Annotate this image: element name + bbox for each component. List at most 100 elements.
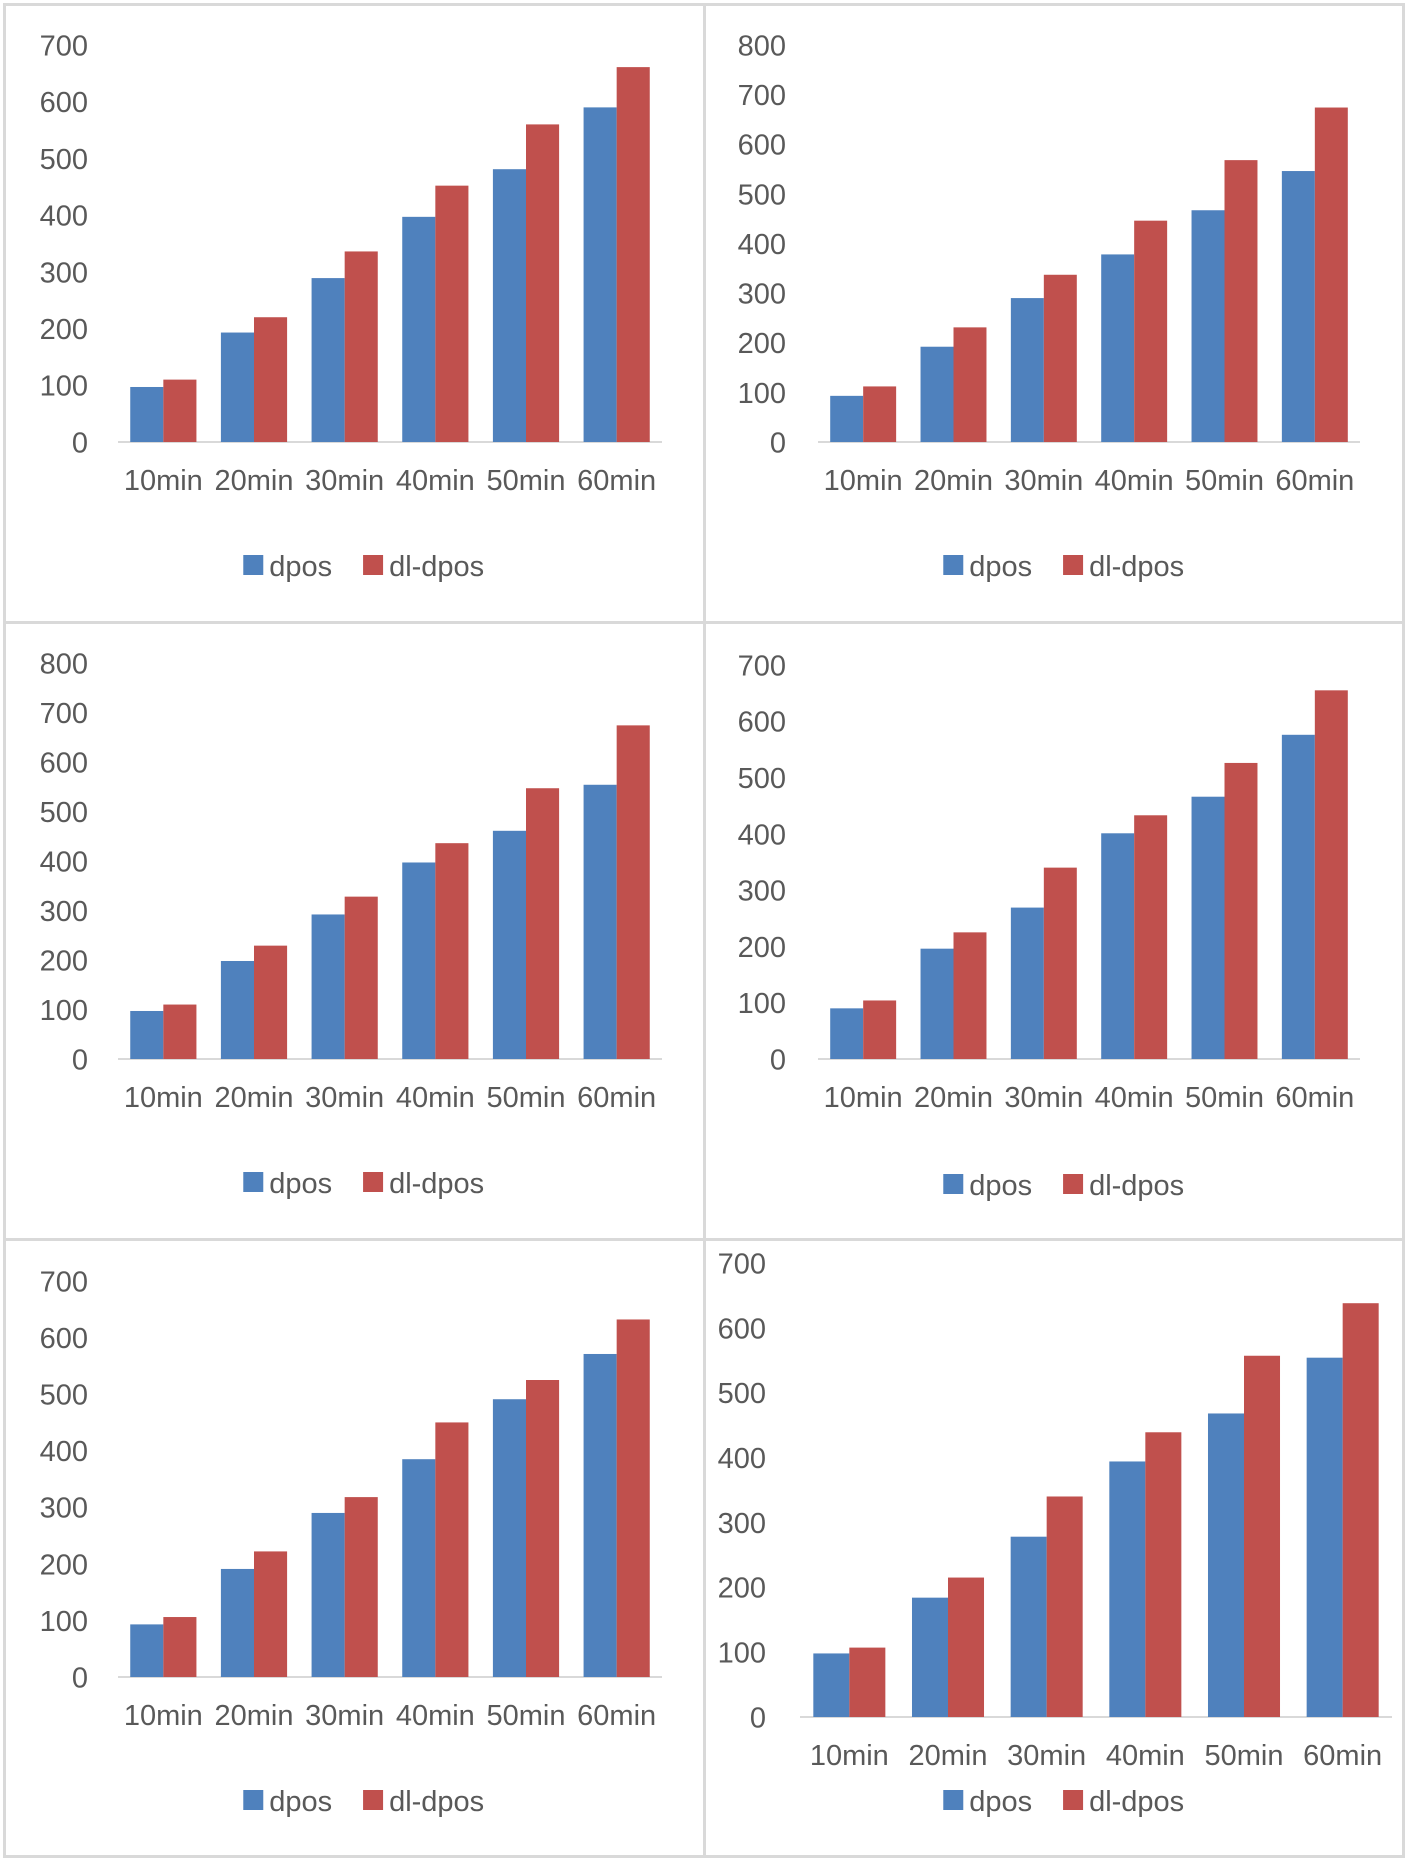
bar-dl-dpos-30min xyxy=(1043,867,1077,1059)
y-tick-label: 600 xyxy=(738,130,786,162)
y-tick-label: 500 xyxy=(718,1378,766,1410)
legend-swatch-dpos xyxy=(243,1172,264,1192)
y-tick-label: 100 xyxy=(738,378,786,410)
bar-dpos-50min xyxy=(492,830,526,1059)
y-tick-label: 600 xyxy=(718,1313,766,1345)
legend-label-dpos: dpos xyxy=(969,1786,1032,1818)
bar-dpos-10min xyxy=(130,386,164,442)
legend-label-dl-dpos: dl-dpos xyxy=(1089,551,1184,583)
x-tick-label: 10min xyxy=(824,465,903,497)
legend: dpos dl-dpos xyxy=(243,1168,484,1200)
chart-4: 0 100 200 300 400 500 600 700 10min 20min 30min 40m… xyxy=(738,650,1360,1202)
y-tick-label: 700 xyxy=(718,1248,766,1280)
x-tick-label: 10min xyxy=(124,1700,203,1732)
x-tick-label: 40min xyxy=(1095,1082,1174,1114)
y-tick-label: 0 xyxy=(72,427,88,459)
y-tick-label: 300 xyxy=(738,279,786,311)
bar-dpos-30min xyxy=(311,1512,345,1677)
bar-dpos-10min xyxy=(830,395,864,442)
bar-dl-dpos-60min xyxy=(1314,107,1348,442)
x-tick-label: 60min xyxy=(577,465,656,497)
y-tick-label: 400 xyxy=(718,1443,766,1475)
bar-dpos-60min xyxy=(583,784,617,1059)
x-tick-label: 50min xyxy=(487,1700,566,1732)
bar-dl-dpos-50min xyxy=(526,124,560,443)
legend-label-dl-dpos: dl-dpos xyxy=(1089,1786,1184,1818)
chart-6: 0 100 200 300 400 500 600 700 10min 20min 30min 40m… xyxy=(718,1248,1392,1818)
y-tick-label: 700 xyxy=(40,698,88,730)
bar-dl-dpos-10min xyxy=(849,1647,886,1717)
bar-dl-dpos-60min xyxy=(616,67,650,443)
legend-swatch-dpos xyxy=(243,1790,264,1810)
bar-dpos-60min xyxy=(1306,1357,1343,1717)
bar-dl-dpos-20min xyxy=(953,327,987,442)
legend-swatch-dpos xyxy=(943,1790,964,1810)
legend-label-dl-dpos: dl-dpos xyxy=(389,1786,484,1818)
x-tick-label: 40min xyxy=(1106,1740,1185,1772)
legend: dpos dl-dpos xyxy=(943,551,1184,583)
x-tick-label: 50min xyxy=(487,465,566,497)
bar-dl-dpos-20min xyxy=(948,1577,985,1717)
y-tick-label: 200 xyxy=(40,945,88,977)
y-tick-label: 200 xyxy=(738,328,786,360)
bar-dpos-50min xyxy=(1207,1413,1244,1717)
bar-dpos-10min xyxy=(130,1624,164,1677)
bar-dl-dpos-20min xyxy=(254,317,288,442)
bar-dpos-10min xyxy=(813,1653,850,1717)
bar-dpos-40min xyxy=(402,1459,436,1677)
legend-swatch-dl-dpos xyxy=(363,1172,384,1192)
bar-dl-dpos-30min xyxy=(1046,1496,1083,1717)
y-tick-label: 800 xyxy=(738,30,786,62)
bar-dl-dpos-40min xyxy=(435,843,469,1059)
legend-swatch-dl-dpos xyxy=(1063,1174,1084,1194)
x-tick-label: 20min xyxy=(914,1082,993,1114)
bar-dl-dpos-60min xyxy=(1342,1303,1379,1717)
y-tick-label: 700 xyxy=(40,1266,88,1298)
bar-dl-dpos-40min xyxy=(1145,1432,1182,1717)
y-tick-label: 0 xyxy=(72,1044,88,1076)
x-tick-label: 40min xyxy=(396,1700,475,1732)
bar-dpos-50min xyxy=(1191,796,1225,1059)
bar-dpos-40min xyxy=(402,216,436,442)
y-tick-label: 600 xyxy=(40,747,88,779)
y-tick-label: 200 xyxy=(40,314,88,346)
y-tick-label: 400 xyxy=(738,229,786,261)
bar-dl-dpos-10min xyxy=(163,379,197,442)
chart-1: 0 100 200 300 400 500 600 700 10min 20min 30min 40m… xyxy=(40,30,662,583)
x-tick-label: 20min xyxy=(914,465,993,497)
bar-dl-dpos-50min xyxy=(526,788,560,1059)
legend-swatch-dl-dpos xyxy=(363,555,384,575)
y-tick-label: 800 xyxy=(40,648,88,680)
x-tick-label: 50min xyxy=(1185,1082,1264,1114)
x-tick-label: 60min xyxy=(577,1082,656,1114)
bar-dl-dpos-50min xyxy=(1224,160,1258,442)
y-tick-label: 100 xyxy=(738,988,786,1020)
bar-dpos-20min xyxy=(911,1597,948,1717)
y-tick-label: 600 xyxy=(40,87,88,119)
chart-2: 0 100 200 300 400 500 600 700 800 10min 20min 30min… xyxy=(738,30,1360,583)
legend: dpos dl-dpos xyxy=(243,1786,484,1818)
bar-dl-dpos-30min xyxy=(1043,274,1077,442)
bar-dl-dpos-40min xyxy=(435,185,469,442)
bar-dpos-30min xyxy=(1010,1536,1047,1717)
y-tick-label: 300 xyxy=(40,1493,88,1525)
y-tick-label: 400 xyxy=(40,201,88,233)
legend-label-dpos: dpos xyxy=(269,551,332,583)
y-tick-label: 500 xyxy=(738,179,786,211)
y-tick-label: 500 xyxy=(40,797,88,829)
bar-dl-dpos-10min xyxy=(163,1004,197,1059)
bar-dl-dpos-50min xyxy=(1224,762,1258,1059)
bar-dpos-20min xyxy=(920,346,954,442)
y-tick-label: 500 xyxy=(40,144,88,176)
legend-label-dpos: dpos xyxy=(969,1170,1032,1202)
chart-5: 0 100 200 300 400 500 600 700 10min 20min 30min 40m… xyxy=(40,1266,662,1818)
bar-dpos-20min xyxy=(920,948,954,1059)
bar-dpos-50min xyxy=(492,1399,526,1677)
legend-swatch-dpos xyxy=(943,1174,964,1194)
legend-swatch-dl-dpos xyxy=(363,1790,384,1810)
y-tick-label: 100 xyxy=(718,1638,766,1670)
bar-dl-dpos-40min xyxy=(1134,220,1168,442)
x-tick-label: 10min xyxy=(124,1082,203,1114)
legend-label-dl-dpos: dl-dpos xyxy=(1089,1170,1184,1202)
